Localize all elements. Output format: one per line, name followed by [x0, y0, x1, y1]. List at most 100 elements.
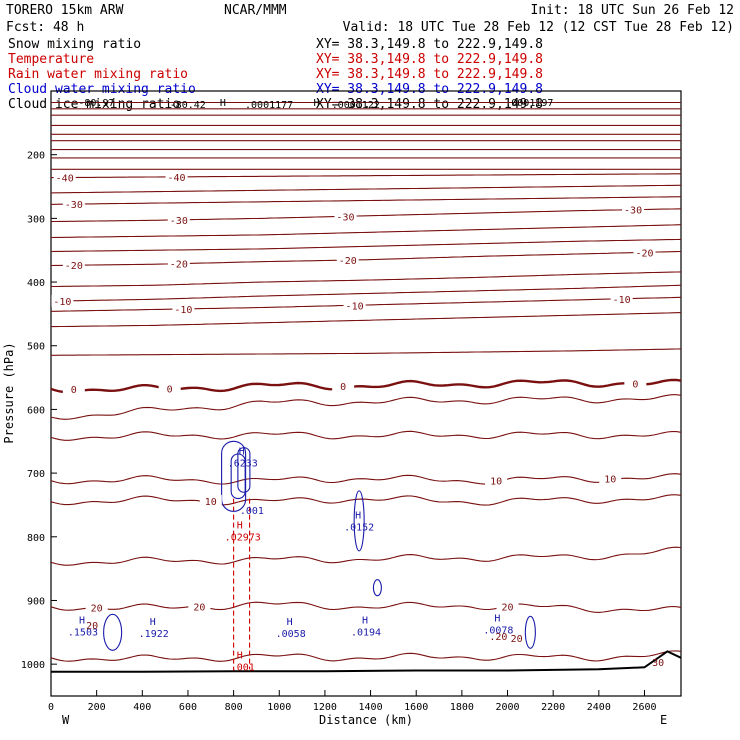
x-end-west: W	[62, 713, 70, 727]
y-tick-label: 700	[27, 469, 45, 480]
x-tick-label: 1400	[359, 702, 383, 713]
rain-max-value: .02973	[225, 533, 261, 544]
isotherm-line	[51, 173, 681, 179]
isotherm-label: -10	[53, 297, 71, 308]
top-boundary-label: .0001122	[332, 100, 380, 111]
isotherm-label: -30	[65, 200, 83, 211]
isotherm-label: -20	[65, 261, 83, 272]
isotherm-line	[50, 208, 682, 223]
rain-max-value: .001	[231, 663, 255, 674]
isotherm-line	[50, 473, 682, 485]
extra-label: 20	[511, 634, 523, 645]
terrain-line	[51, 650, 682, 673]
isotherm-line	[50, 250, 682, 267]
y-tick-label: 900	[27, 596, 45, 607]
top-boundary-label: .0001197	[505, 98, 553, 109]
y-tick-label: 500	[27, 342, 45, 353]
isotherm-label: -10	[174, 305, 192, 316]
isotherm-line	[50, 284, 682, 302]
top-boundary-label: H	[314, 98, 320, 109]
extra-label: .001	[240, 506, 264, 517]
x-axis-label: Distance (km)	[319, 713, 413, 727]
x-axis: 0 200 400 600 800 1000 1200 1400 1600 1800 2000 220…	[48, 690, 657, 713]
x-tick-label: 400	[133, 702, 151, 713]
isotherm-label: -10	[346, 301, 364, 312]
isotherm-line	[50, 546, 682, 566]
isotherm-label: 20	[501, 602, 513, 613]
contour-label-mask	[85, 601, 108, 614]
cloud-contour	[372, 579, 382, 597]
contour-label-mask	[199, 494, 222, 507]
isotherm-line	[50, 494, 682, 506]
center-title: NCAR/MMM	[224, 3, 287, 18]
cloud-max-marker: H	[355, 510, 361, 521]
legend-coords: XY= 38.3,149.8 to 222.9,149.8	[316, 67, 543, 82]
isotherm-line	[50, 650, 682, 662]
legend-coords: XY= 38.3,149.8 to 222.9,149.8	[316, 37, 543, 52]
forecast-hour: Fcst: 48 h	[6, 20, 84, 35]
cloud-max-value: .0078	[483, 626, 513, 637]
isotherm-line	[50, 224, 682, 239]
cloud-max-marker: H	[150, 617, 156, 628]
isotherm-label: -30	[624, 206, 642, 217]
cloud-max-marker: H	[362, 616, 368, 627]
cloud-contour	[524, 615, 536, 649]
init-time: Init: 18 UTC Sun 26 Feb 12	[531, 3, 735, 18]
x-tick-label: 1600	[404, 702, 428, 713]
x-tick-label: 600	[179, 702, 197, 713]
contour-label-mask	[188, 600, 211, 613]
contour-label-mask	[62, 198, 85, 211]
contour-label-mask	[343, 299, 366, 312]
terrain-line	[51, 650, 682, 673]
top-boundary-label: .0001177	[245, 100, 293, 111]
cloud-contour	[103, 613, 123, 651]
y-tick-label: 600	[27, 405, 45, 416]
isotherm-line	[50, 394, 682, 420]
x-end-east: E	[660, 713, 667, 727]
isotherm-label: -10	[613, 295, 631, 306]
cloud-max-value: .1503	[68, 628, 98, 639]
contour-label-mask	[62, 383, 85, 396]
x-tick-label: 2200	[541, 702, 565, 713]
cloud-max-value: .0058	[276, 629, 306, 640]
top-boundary-label: -80.97	[78, 98, 114, 109]
contour-label-mask	[496, 600, 519, 613]
isotherm-label: 20	[193, 603, 205, 614]
rain-max-marker: H	[237, 651, 243, 662]
y-tick-label: 800	[27, 533, 45, 544]
cloud-max-marker: H	[79, 616, 85, 627]
contour-labels: -40 -40 -30 -30 -30 -30 -20 -20 -20 -20 -10 -10 -10 -…	[51, 98, 664, 669]
x-tick-label: 1800	[450, 702, 474, 713]
isotherm-contours	[50, 101, 682, 662]
contour-label-mask	[158, 382, 181, 395]
legend-coords: XY= 38.3,149.8 to 222.9,149.8	[316, 52, 543, 67]
valid-time: Valid: 18 UTC Tue 28 Feb 12 (12 CST Tue …	[343, 20, 734, 35]
y-axis-label: Pressure (hPa)	[2, 342, 16, 443]
rain-max-marker: H	[237, 521, 243, 532]
x-tick-label: 2000	[495, 702, 519, 713]
contour-label-mask	[599, 472, 622, 485]
extra-label: 30	[652, 658, 664, 669]
isotherm-label: -30	[170, 216, 188, 227]
cloud-max-value: .1922	[139, 629, 169, 640]
zero-isotherm-line	[50, 378, 682, 394]
extra-label: 20	[86, 621, 98, 632]
contour-label-mask	[610, 292, 633, 305]
cloud-max-marker: H	[494, 614, 500, 625]
isotherm-line	[50, 184, 681, 194]
isotherm-line	[50, 196, 682, 205]
y-tick-label: 400	[27, 278, 45, 289]
contour-label-mask	[167, 213, 190, 226]
cloud-max-marker: H	[287, 617, 293, 628]
isotherm-label: -40	[168, 173, 186, 184]
isotherm-label: 0	[632, 379, 638, 390]
contour-label-mask	[485, 474, 508, 487]
isotherm-label: 10	[205, 497, 217, 508]
isotherm-line	[51, 348, 682, 356]
isotherm-line	[51, 296, 682, 312]
cloud-max-value: .6233	[228, 459, 258, 470]
isotherm-line	[51, 312, 682, 328]
isotherm-label: -40	[56, 174, 74, 185]
